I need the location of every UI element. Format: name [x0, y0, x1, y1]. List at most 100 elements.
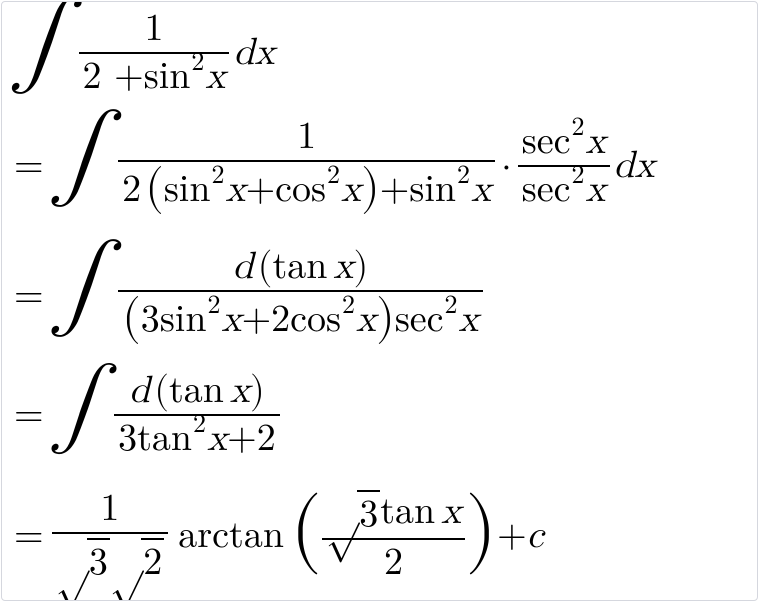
math-derivation-box: ∫ 1 2 + sin 2 x dx = ∫ 1 2 ( sin — [1, 1, 758, 601]
fraction-bar — [518, 165, 610, 167]
numerator: √ 3 tan x — [322, 488, 465, 536]
fraction: √ 3 tan x 2 — [322, 488, 465, 584]
fraction: 1 √ 3 √ 2 — [52, 488, 169, 584]
fraction-bar — [79, 52, 230, 54]
fraction-bar — [118, 290, 483, 292]
numerator: sec 2 x — [518, 121, 610, 163]
var-x: x — [226, 171, 246, 209]
coef: 2 — [271, 301, 290, 339]
sin-fn: sin — [160, 301, 207, 339]
numerator: 1 — [96, 488, 123, 530]
fraction: 1 2 + sin 2 x — [79, 8, 230, 98]
fraction-bar — [118, 160, 495, 162]
equals-sign: = — [12, 277, 52, 315]
plus-op: + — [246, 171, 276, 209]
paren-open: ( — [258, 248, 273, 286]
fraction: sec 2 x sec 2 x — [518, 121, 610, 211]
plus-op: + — [497, 517, 527, 555]
denominator: 2 — [380, 542, 407, 584]
equals-sign: = — [12, 517, 52, 555]
paren-open: ( — [154, 372, 169, 410]
sqrt: √ 3 — [326, 490, 380, 534]
numerator: 1 — [141, 8, 168, 50]
var-x: x — [222, 301, 242, 339]
denominator: √ 3 √ 2 — [52, 536, 169, 584]
equals-sign: = — [12, 147, 52, 185]
sqrt-icon: √ — [110, 540, 143, 584]
const: 2 — [257, 420, 276, 458]
denominator: ( 3 sin 2 x + 2 cos 2 x ) sec 2 x — [118, 294, 483, 346]
equals-sign: = — [12, 396, 52, 434]
var-x: x — [585, 171, 605, 209]
tan-fn: tan — [137, 420, 192, 458]
cos-fn: cos — [290, 301, 341, 339]
d-differential: d — [129, 372, 150, 410]
integral-sign: ∫ — [52, 254, 113, 338]
sin-fn: sin — [164, 171, 211, 209]
sqrt-icon: √ — [326, 492, 359, 536]
tan-fn: tan — [169, 372, 224, 410]
var-x: x — [333, 248, 353, 286]
sqrt-arg: 3 — [357, 490, 380, 534]
fraction: d ( tan x ) ( 3 sin 2 x + 2 cos 2 x ) — [118, 246, 483, 346]
sqrt-icon: √ — [56, 540, 89, 584]
equation-line-4: = ∫ d ( tan x ) 3 tan 2 x + 2 — [12, 370, 280, 460]
cos-fn: cos — [275, 171, 326, 209]
const: 2 + — [83, 58, 144, 96]
differential: dx — [233, 34, 274, 72]
arctan-fn: arctan — [178, 517, 284, 555]
plus-op: + — [242, 301, 272, 339]
paren-close: ) — [376, 294, 395, 342]
var-x: x — [471, 171, 491, 209]
equation-line-2: = ∫ 1 2 ( sin 2 x + cos 2 x ) + sin 2 x — [12, 116, 655, 216]
sec-fn: sec — [522, 123, 571, 161]
sqrt: √ 3 — [56, 538, 110, 582]
sqrt: √ 2 — [110, 538, 164, 582]
paren-open: ( — [145, 164, 164, 212]
sqrt-arg: 2 — [141, 538, 164, 582]
fraction-bar — [322, 538, 465, 540]
var-x: x — [207, 420, 227, 458]
paren-close: ) — [465, 486, 497, 574]
numerator: d ( tan x ) — [229, 246, 373, 288]
tan-fn: tan — [380, 493, 435, 531]
plus-op: + — [380, 171, 410, 209]
paren-close: ) — [361, 164, 380, 212]
equation-line-5: = 1 √ 3 √ 2 arctan ( √ 3 — [12, 488, 544, 584]
denominator: 2 + sin 2 x — [79, 56, 230, 98]
fraction: 1 2 ( sin 2 x + cos 2 x ) + sin 2 x — [118, 116, 495, 216]
d-differential: d — [233, 248, 254, 286]
sec-fn: sec — [395, 301, 444, 339]
equation-line-1: ∫ 1 2 + sin 2 x dx — [12, 8, 275, 98]
integral-sign: ∫ — [52, 376, 109, 454]
tan-fn: tan — [272, 248, 327, 286]
coef: 3 — [118, 420, 137, 458]
integral-sign: ∫ — [52, 124, 113, 208]
var-x: x — [205, 58, 225, 96]
denominator: 2 ( sin 2 x + cos 2 x ) + sin 2 x — [118, 164, 495, 216]
var-x: x — [341, 171, 361, 209]
constant-c: c — [527, 517, 544, 555]
fraction-bar — [52, 532, 169, 534]
sec-fn: sec — [522, 171, 571, 209]
paren-open: ( — [290, 486, 322, 574]
sqrt-arg: 3 — [87, 538, 110, 582]
paren-close: ) — [250, 372, 265, 410]
var-x: x — [585, 123, 605, 161]
numerator: 1 — [293, 116, 320, 158]
differential: dx — [614, 147, 655, 185]
integral-sign: ∫ — [12, 11, 73, 95]
fraction: d ( tan x ) 3 tan 2 x + 2 — [114, 370, 280, 460]
coef: 2 — [122, 171, 141, 209]
sin-fn: sin — [409, 171, 456, 209]
dot-multiply: · — [495, 147, 518, 185]
paren-close: ) — [353, 248, 368, 286]
var-x: x — [459, 301, 479, 339]
plus-op: + — [227, 420, 257, 458]
numerator: d ( tan x ) — [125, 370, 269, 412]
coef: 3 — [141, 301, 160, 339]
var-x: x — [356, 301, 376, 339]
denominator: sec 2 x — [518, 169, 610, 211]
sin-fn: sin — [144, 58, 191, 96]
paren-open: ( — [122, 294, 141, 342]
